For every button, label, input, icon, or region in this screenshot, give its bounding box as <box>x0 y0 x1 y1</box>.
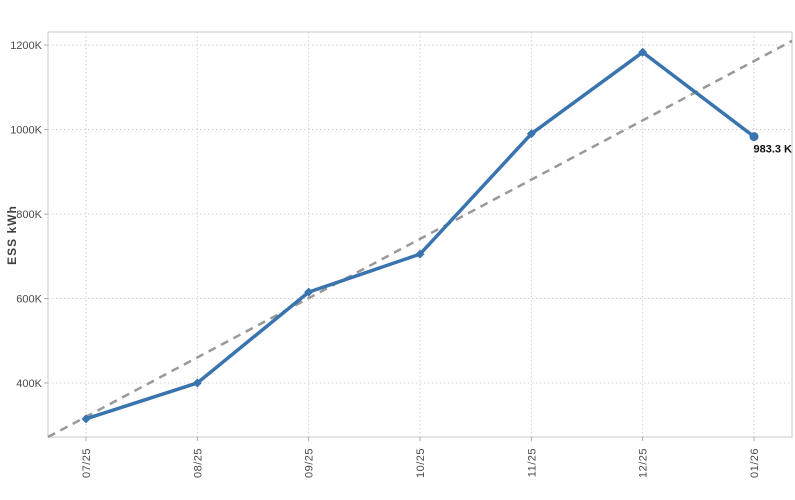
y-tick-label: 400K <box>16 378 42 390</box>
y-tick-label: 800K <box>16 209 42 221</box>
last-point-value-label: 983.3 K <box>753 144 792 156</box>
x-tick-label: 07/25 <box>81 448 93 478</box>
trend-line <box>47 39 793 439</box>
grid-layer <box>48 32 792 437</box>
data-point-marker <box>304 287 314 297</box>
x-tick-label: 12/25 <box>638 448 650 478</box>
data-point-marker <box>192 378 202 388</box>
y-tick-label: 600K <box>16 293 42 305</box>
y-tick-label: 1200K <box>10 40 42 52</box>
data-point-marker <box>638 47 648 57</box>
x-tick-label: 11/25 <box>526 448 538 477</box>
series-layer <box>47 39 793 439</box>
data-point-marker <box>81 414 91 424</box>
plot-border <box>47 31 793 438</box>
data-point-marker <box>749 132 759 142</box>
x-tick-label: 09/25 <box>304 448 316 478</box>
y-tick-label: 1000K <box>10 125 42 137</box>
x-tick-label: 01/26 <box>749 448 761 478</box>
data-point-marker <box>526 129 536 139</box>
data-point-marker <box>415 249 425 259</box>
frame-layer <box>44 31 793 441</box>
label-layer: 400K 600K 800K 1000K 1200K 07/25 08/25 09/25 10/… <box>10 40 761 478</box>
x-tick-label: 10/25 <box>415 448 427 478</box>
x-tick-label: 08/25 <box>192 448 204 478</box>
y-axis-title: ESS kWh <box>5 205 19 265</box>
